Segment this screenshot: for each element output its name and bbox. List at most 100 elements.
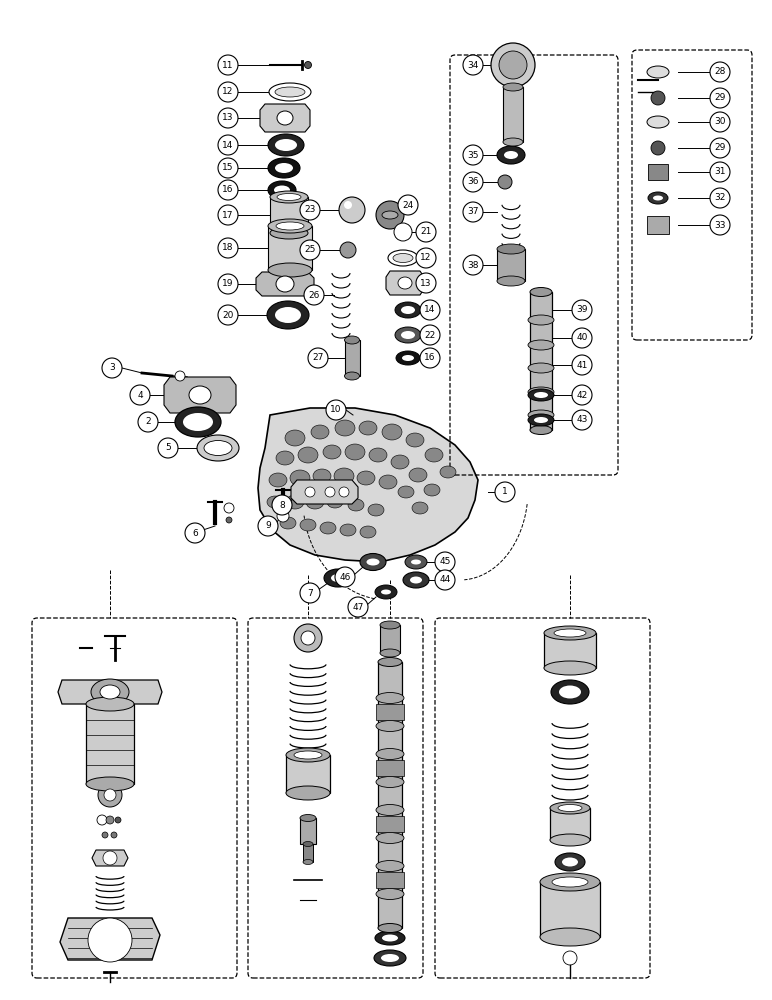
Circle shape bbox=[710, 188, 730, 208]
Ellipse shape bbox=[562, 857, 578, 866]
Circle shape bbox=[499, 51, 527, 79]
Text: 30: 30 bbox=[714, 117, 726, 126]
Ellipse shape bbox=[530, 426, 552, 434]
Ellipse shape bbox=[503, 138, 523, 146]
Text: 16: 16 bbox=[425, 354, 435, 362]
Circle shape bbox=[102, 358, 122, 378]
Ellipse shape bbox=[540, 873, 600, 891]
Circle shape bbox=[416, 273, 436, 293]
Text: 27: 27 bbox=[313, 354, 323, 362]
Circle shape bbox=[394, 223, 412, 241]
Circle shape bbox=[226, 517, 232, 523]
Text: 33: 33 bbox=[714, 221, 726, 230]
Ellipse shape bbox=[406, 433, 424, 447]
Text: 46: 46 bbox=[340, 572, 350, 582]
Circle shape bbox=[335, 567, 355, 587]
Circle shape bbox=[106, 816, 114, 824]
Ellipse shape bbox=[320, 522, 336, 534]
Ellipse shape bbox=[340, 524, 356, 536]
Text: 10: 10 bbox=[330, 406, 342, 414]
Circle shape bbox=[572, 410, 592, 430]
Text: 38: 38 bbox=[467, 260, 479, 269]
Ellipse shape bbox=[412, 502, 428, 514]
Ellipse shape bbox=[552, 877, 588, 887]
Ellipse shape bbox=[401, 331, 415, 339]
Text: 40: 40 bbox=[577, 334, 587, 342]
Text: 17: 17 bbox=[222, 211, 234, 220]
Ellipse shape bbox=[540, 928, 600, 946]
Bar bbox=[286, 755, 330, 793]
Ellipse shape bbox=[653, 196, 663, 200]
Circle shape bbox=[463, 145, 483, 165]
Circle shape bbox=[435, 570, 455, 590]
Polygon shape bbox=[258, 408, 478, 562]
Ellipse shape bbox=[504, 151, 518, 159]
Circle shape bbox=[305, 487, 315, 497]
Ellipse shape bbox=[395, 302, 421, 318]
Circle shape bbox=[398, 195, 418, 215]
Bar bbox=[270, 197, 308, 233]
Circle shape bbox=[326, 400, 346, 420]
Ellipse shape bbox=[395, 327, 421, 343]
Ellipse shape bbox=[270, 227, 308, 239]
Circle shape bbox=[420, 300, 440, 320]
Text: 41: 41 bbox=[577, 360, 587, 369]
Ellipse shape bbox=[376, 804, 404, 816]
Circle shape bbox=[218, 108, 238, 128]
Ellipse shape bbox=[497, 146, 525, 164]
Circle shape bbox=[218, 82, 238, 102]
Text: 9: 9 bbox=[265, 522, 271, 530]
Ellipse shape bbox=[376, 888, 404, 900]
Ellipse shape bbox=[368, 504, 384, 516]
Circle shape bbox=[651, 91, 665, 105]
Bar bbox=[303, 844, 313, 862]
Circle shape bbox=[218, 274, 238, 294]
Polygon shape bbox=[260, 104, 310, 132]
Ellipse shape bbox=[403, 572, 429, 588]
Circle shape bbox=[435, 552, 455, 572]
Circle shape bbox=[710, 215, 730, 235]
Ellipse shape bbox=[424, 484, 440, 496]
Polygon shape bbox=[256, 272, 314, 296]
Ellipse shape bbox=[268, 158, 300, 178]
Ellipse shape bbox=[175, 407, 221, 437]
Ellipse shape bbox=[398, 486, 414, 498]
Ellipse shape bbox=[378, 658, 402, 666]
Bar bbox=[380, 625, 400, 653]
Ellipse shape bbox=[275, 139, 297, 151]
Polygon shape bbox=[92, 850, 128, 866]
Text: 21: 21 bbox=[420, 228, 432, 236]
Circle shape bbox=[710, 138, 730, 158]
Circle shape bbox=[218, 55, 238, 75]
Ellipse shape bbox=[380, 621, 400, 629]
Ellipse shape bbox=[376, 720, 404, 732]
Text: 28: 28 bbox=[714, 68, 726, 77]
Ellipse shape bbox=[286, 786, 330, 800]
Ellipse shape bbox=[380, 649, 400, 657]
Ellipse shape bbox=[375, 931, 405, 945]
Circle shape bbox=[348, 597, 368, 617]
Circle shape bbox=[339, 487, 349, 497]
Text: 11: 11 bbox=[222, 60, 234, 70]
Ellipse shape bbox=[91, 679, 129, 705]
Ellipse shape bbox=[286, 495, 304, 509]
Bar bbox=[647, 216, 669, 234]
Bar bbox=[497, 249, 525, 281]
Ellipse shape bbox=[313, 469, 331, 483]
Ellipse shape bbox=[558, 804, 582, 812]
Ellipse shape bbox=[367, 558, 380, 566]
Text: 39: 39 bbox=[576, 306, 587, 314]
Bar bbox=[376, 760, 404, 776]
Text: 20: 20 bbox=[222, 310, 234, 320]
Ellipse shape bbox=[411, 560, 421, 564]
Ellipse shape bbox=[360, 526, 376, 538]
Circle shape bbox=[463, 172, 483, 192]
Bar bbox=[503, 87, 523, 142]
Ellipse shape bbox=[100, 685, 120, 699]
Ellipse shape bbox=[528, 315, 554, 325]
Bar bbox=[544, 633, 596, 668]
Circle shape bbox=[344, 201, 352, 209]
Text: 3: 3 bbox=[109, 363, 115, 372]
Ellipse shape bbox=[647, 66, 669, 78]
Text: 18: 18 bbox=[222, 243, 234, 252]
